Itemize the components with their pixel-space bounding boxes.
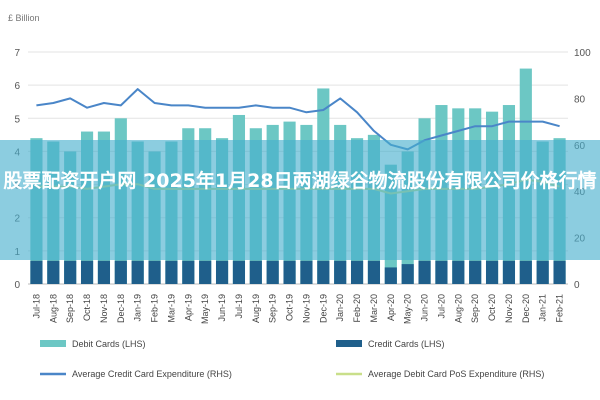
credit-bar bbox=[536, 260, 549, 284]
credit-expenditure-line bbox=[36, 88, 560, 151]
x-tick-label: Feb-19 bbox=[150, 294, 160, 323]
left-tick-label: 0 bbox=[14, 280, 20, 291]
credit-bar bbox=[30, 260, 43, 284]
credit-bar bbox=[283, 260, 296, 284]
credit-bar bbox=[367, 260, 381, 284]
credit-bar bbox=[519, 260, 532, 284]
credit-bar bbox=[199, 260, 212, 284]
right-tick-label: 0 bbox=[574, 280, 580, 291]
credit-bar bbox=[469, 260, 482, 284]
x-tick-label: Nov-20 bbox=[504, 294, 514, 323]
x-tick-label: Jun-20 bbox=[420, 294, 430, 322]
credit-bar bbox=[64, 260, 77, 284]
credit-bar bbox=[80, 260, 94, 284]
x-tick-label: Dec-18 bbox=[116, 294, 126, 323]
credit-bar bbox=[435, 260, 448, 284]
credit-bar bbox=[249, 260, 262, 284]
credit-bar bbox=[165, 260, 178, 284]
x-tick-label: Sep-18 bbox=[65, 294, 75, 323]
credit-bar bbox=[47, 260, 60, 284]
x-tick-label: Aug-18 bbox=[48, 294, 58, 323]
right-tick-label: 100 bbox=[574, 48, 591, 59]
x-tick-label: Aug-19 bbox=[251, 294, 261, 323]
credit-bar bbox=[485, 260, 499, 284]
credit-bar bbox=[215, 260, 229, 284]
credit-bar bbox=[350, 260, 364, 284]
left-tick-label: 5 bbox=[14, 114, 20, 125]
credit-bar bbox=[418, 260, 431, 284]
x-tick-label: Feb-21 bbox=[555, 294, 565, 323]
x-tick-label: Jun-19 bbox=[217, 294, 227, 322]
credit-bar bbox=[553, 260, 566, 284]
x-tick-label: Jan-20 bbox=[335, 294, 345, 322]
credit-bar bbox=[97, 260, 111, 284]
credit-bar bbox=[334, 260, 347, 284]
x-tick-label: Oct-18 bbox=[82, 294, 92, 321]
x-tick-label: Mar-20 bbox=[369, 294, 379, 323]
credit-bar bbox=[182, 260, 195, 284]
x-tick-label: May-20 bbox=[403, 294, 413, 324]
headline-overlay bbox=[0, 140, 600, 260]
credit-bar bbox=[502, 260, 516, 284]
credit-bar bbox=[232, 260, 246, 284]
x-tick-label: Feb-20 bbox=[352, 294, 362, 323]
x-tick-label: Oct-19 bbox=[285, 294, 295, 321]
legend-label: Average Debit Card PoS Expenditure (RHS) bbox=[368, 369, 544, 379]
x-tick-label: Nov-18 bbox=[99, 294, 109, 323]
credit-bar bbox=[266, 260, 279, 284]
legend-label: Credit Cards (LHS) bbox=[368, 339, 445, 349]
credit-bar bbox=[131, 260, 144, 284]
x-tick-label: Oct-20 bbox=[487, 294, 497, 321]
x-tick-label: Sep-20 bbox=[470, 294, 480, 323]
left-tick-label: 7 bbox=[14, 48, 20, 59]
x-tick-label: Nov-19 bbox=[301, 294, 311, 323]
legend-swatch bbox=[40, 340, 66, 347]
x-tick-label: Mar-19 bbox=[166, 294, 176, 323]
left-axis-unit: £ Billion bbox=[8, 13, 40, 23]
legend-label: Average Credit Card Expenditure (RHS) bbox=[72, 369, 232, 379]
x-tick-label: Jul-20 bbox=[436, 294, 446, 319]
x-tick-label: Sep-19 bbox=[268, 294, 278, 323]
credit-bar bbox=[114, 260, 127, 284]
x-tick-label: Aug-20 bbox=[453, 294, 463, 323]
credit-bar bbox=[317, 260, 330, 284]
x-tick-label: Jul-18 bbox=[31, 294, 41, 319]
x-tick-label: Apr-20 bbox=[386, 294, 396, 321]
x-tick-label: Apr-19 bbox=[183, 294, 193, 321]
x-tick-label: Jan-21 bbox=[538, 294, 548, 322]
credit-bar bbox=[452, 260, 465, 284]
legend-swatch bbox=[336, 340, 362, 347]
right-tick-label: 80 bbox=[574, 94, 586, 105]
credit-bar bbox=[401, 264, 414, 284]
credit-bar bbox=[148, 260, 161, 284]
left-tick-label: 6 bbox=[14, 81, 20, 92]
headline-text: 股票配资开户网 2025年1月28日两湖绿谷物流股份有限公司价格行情 bbox=[3, 170, 597, 192]
x-tick-label: Dec-20 bbox=[521, 294, 531, 323]
credit-bar bbox=[300, 260, 313, 284]
legend-label: Debit Cards (LHS) bbox=[72, 339, 146, 349]
credit-bar bbox=[384, 267, 397, 284]
x-tick-label: Dec-19 bbox=[318, 294, 328, 323]
x-tick-label: Jul-19 bbox=[234, 294, 244, 319]
x-tick-label: Jan-19 bbox=[133, 294, 143, 322]
x-tick-label: May-19 bbox=[200, 294, 210, 324]
